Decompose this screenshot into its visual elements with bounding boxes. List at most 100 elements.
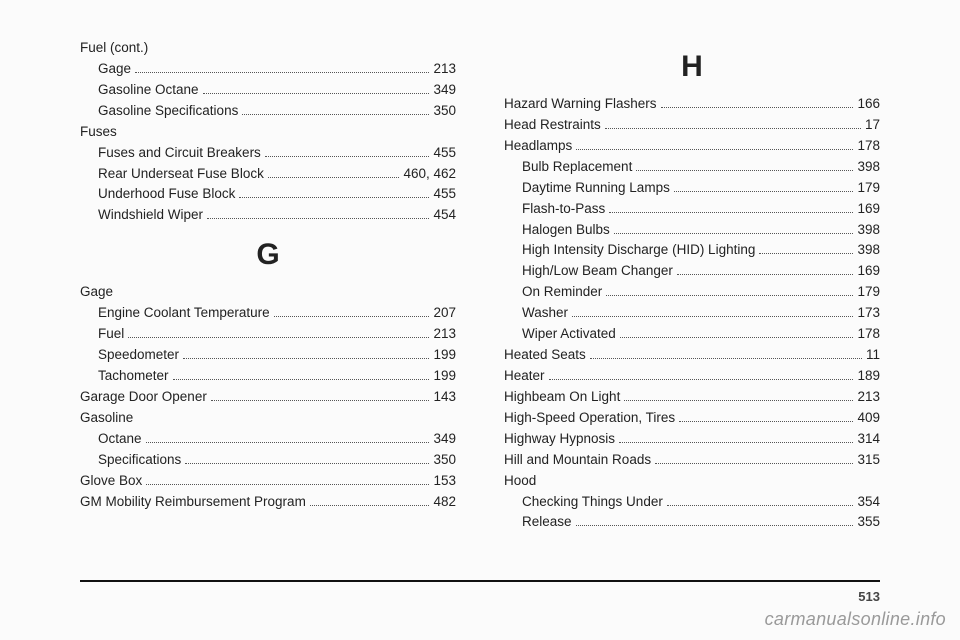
leader-dots — [619, 442, 853, 443]
entry-label: Garage Door Opener — [80, 387, 207, 408]
entry-page: 169 — [857, 261, 880, 282]
leader-dots — [274, 316, 430, 317]
leader-dots — [576, 525, 854, 526]
index-entry: Speedometer199 — [80, 345, 456, 366]
index-entry: High Intensity Discharge (HID) Lighting3… — [504, 240, 880, 261]
index-entry: Engine Coolant Temperature 207 — [80, 303, 456, 324]
entry-page: 17 — [865, 115, 880, 136]
index-entry: High/Low Beam Changer 169 — [504, 261, 880, 282]
index-entry: Garage Door Opener143 — [80, 387, 456, 408]
index-entry: High-Speed Operation, Tires409 — [504, 408, 880, 429]
section-heading: H — [504, 50, 880, 84]
leader-dots — [677, 274, 854, 275]
entry-label: Fuel (cont.) — [80, 38, 148, 59]
leader-dots — [128, 337, 429, 338]
entry-page: 199 — [433, 345, 456, 366]
index-entry: Halogen Bulbs 398 — [504, 220, 880, 241]
entry-page: 207 — [433, 303, 456, 324]
entry-label: GM Mobility Reimbursement Program — [80, 492, 306, 513]
leader-dots — [135, 72, 429, 73]
entry-page: 482 — [433, 492, 456, 513]
leader-dots — [620, 337, 854, 338]
leader-dots — [203, 93, 430, 94]
entry-label: High Intensity Discharge (HID) Lighting — [522, 240, 755, 261]
index-entry: Highbeam On Light213 — [504, 387, 880, 408]
entry-label: Gasoline Octane — [98, 80, 199, 101]
index-page: Fuel (cont.)Gage213Gasoline Octane 349Gas… — [0, 0, 960, 533]
entry-page: 349 — [433, 80, 456, 101]
leader-dots — [636, 170, 853, 171]
entry-label: Heater — [504, 366, 545, 387]
leader-dots — [310, 505, 430, 506]
section-heading: G — [80, 238, 456, 272]
index-entry: On Reminder 179 — [504, 282, 880, 303]
index-entry: Daytime Running Lamps179 — [504, 178, 880, 199]
leader-dots — [549, 379, 854, 380]
entry-label: Hazard Warning Flashers — [504, 94, 657, 115]
index-entry: Fuel213 — [80, 324, 456, 345]
entry-page: 179 — [857, 282, 880, 303]
entry-label: Wiper Activated — [522, 324, 616, 345]
entry-label: Bulb Replacement — [522, 157, 632, 178]
entry-page: 166 — [857, 94, 880, 115]
entry-page: 178 — [857, 324, 880, 345]
entry-page: 199 — [433, 366, 456, 387]
entry-label: Rear Underseat Fuse Block — [98, 164, 264, 185]
entry-label: On Reminder — [522, 282, 602, 303]
entry-label: Highway Hypnosis — [504, 429, 615, 450]
leader-dots — [146, 484, 429, 485]
index-entry: Heater 189 — [504, 366, 880, 387]
entry-label: Underhood Fuse Block — [98, 184, 235, 205]
leader-dots — [185, 463, 429, 464]
leader-dots — [242, 114, 429, 115]
entry-label: Engine Coolant Temperature — [98, 303, 270, 324]
index-entry: Glove Box153 — [80, 471, 456, 492]
index-entry: Washer173 — [504, 303, 880, 324]
leader-dots — [211, 400, 430, 401]
entry-label: High/Low Beam Changer — [522, 261, 673, 282]
page-number: 513 — [858, 589, 880, 604]
entry-label: Halogen Bulbs — [522, 220, 610, 241]
leader-dots — [609, 212, 853, 213]
index-entry: Gasoline Octane 349 — [80, 80, 456, 101]
leader-dots — [674, 191, 854, 192]
left-column: Fuel (cont.)Gage213Gasoline Octane 349Gas… — [80, 38, 456, 533]
index-entry: Release 355 — [504, 512, 880, 533]
index-entry: Tachometer 199 — [80, 366, 456, 387]
entry-label: Highbeam On Light — [504, 387, 620, 408]
index-entry: Heated Seats11 — [504, 345, 880, 366]
entry-label: Headlamps — [504, 136, 572, 157]
entry-page: 169 — [857, 199, 880, 220]
entry-label: Head Restraints — [504, 115, 601, 136]
entry-label: Fuses and Circuit Breakers — [98, 143, 261, 164]
entry-page: 355 — [857, 512, 880, 533]
leader-dots — [173, 379, 430, 380]
entry-label: Fuses — [80, 122, 117, 143]
entry-label: Hood — [504, 471, 536, 492]
index-entry: Fuses and Circuit Breakers455 — [80, 143, 456, 164]
entry-label: Heated Seats — [504, 345, 586, 366]
entry-page: 173 — [857, 303, 880, 324]
entry-label: Daytime Running Lamps — [522, 178, 670, 199]
index-entry: Windshield Wiper454 — [80, 205, 456, 226]
entry-label: Octane — [98, 429, 142, 450]
leader-dots — [207, 218, 429, 219]
index-entry: Highway Hypnosis 314 — [504, 429, 880, 450]
right-column: HHazard Warning Flashers166Head Restrain… — [504, 38, 880, 533]
entry-page: 314 — [857, 429, 880, 450]
index-entry: Flash-to-Pass169 — [504, 199, 880, 220]
index-entry: Hood — [504, 471, 880, 492]
index-entry: Rear Underseat Fuse Block460, 462 — [80, 164, 456, 185]
entry-page: 454 — [433, 205, 456, 226]
entry-label: Checking Things Under — [522, 492, 663, 513]
entry-label: Tachometer — [98, 366, 169, 387]
entry-page: 398 — [857, 220, 880, 241]
entry-page: 213 — [433, 324, 456, 345]
leader-dots — [614, 233, 854, 234]
index-entry: Head Restraints 17 — [504, 115, 880, 136]
entry-page: 189 — [857, 366, 880, 387]
leader-dots — [268, 177, 400, 178]
index-entry: Gage213 — [80, 59, 456, 80]
footer-rule — [80, 580, 880, 582]
entry-label: Release — [522, 512, 572, 533]
